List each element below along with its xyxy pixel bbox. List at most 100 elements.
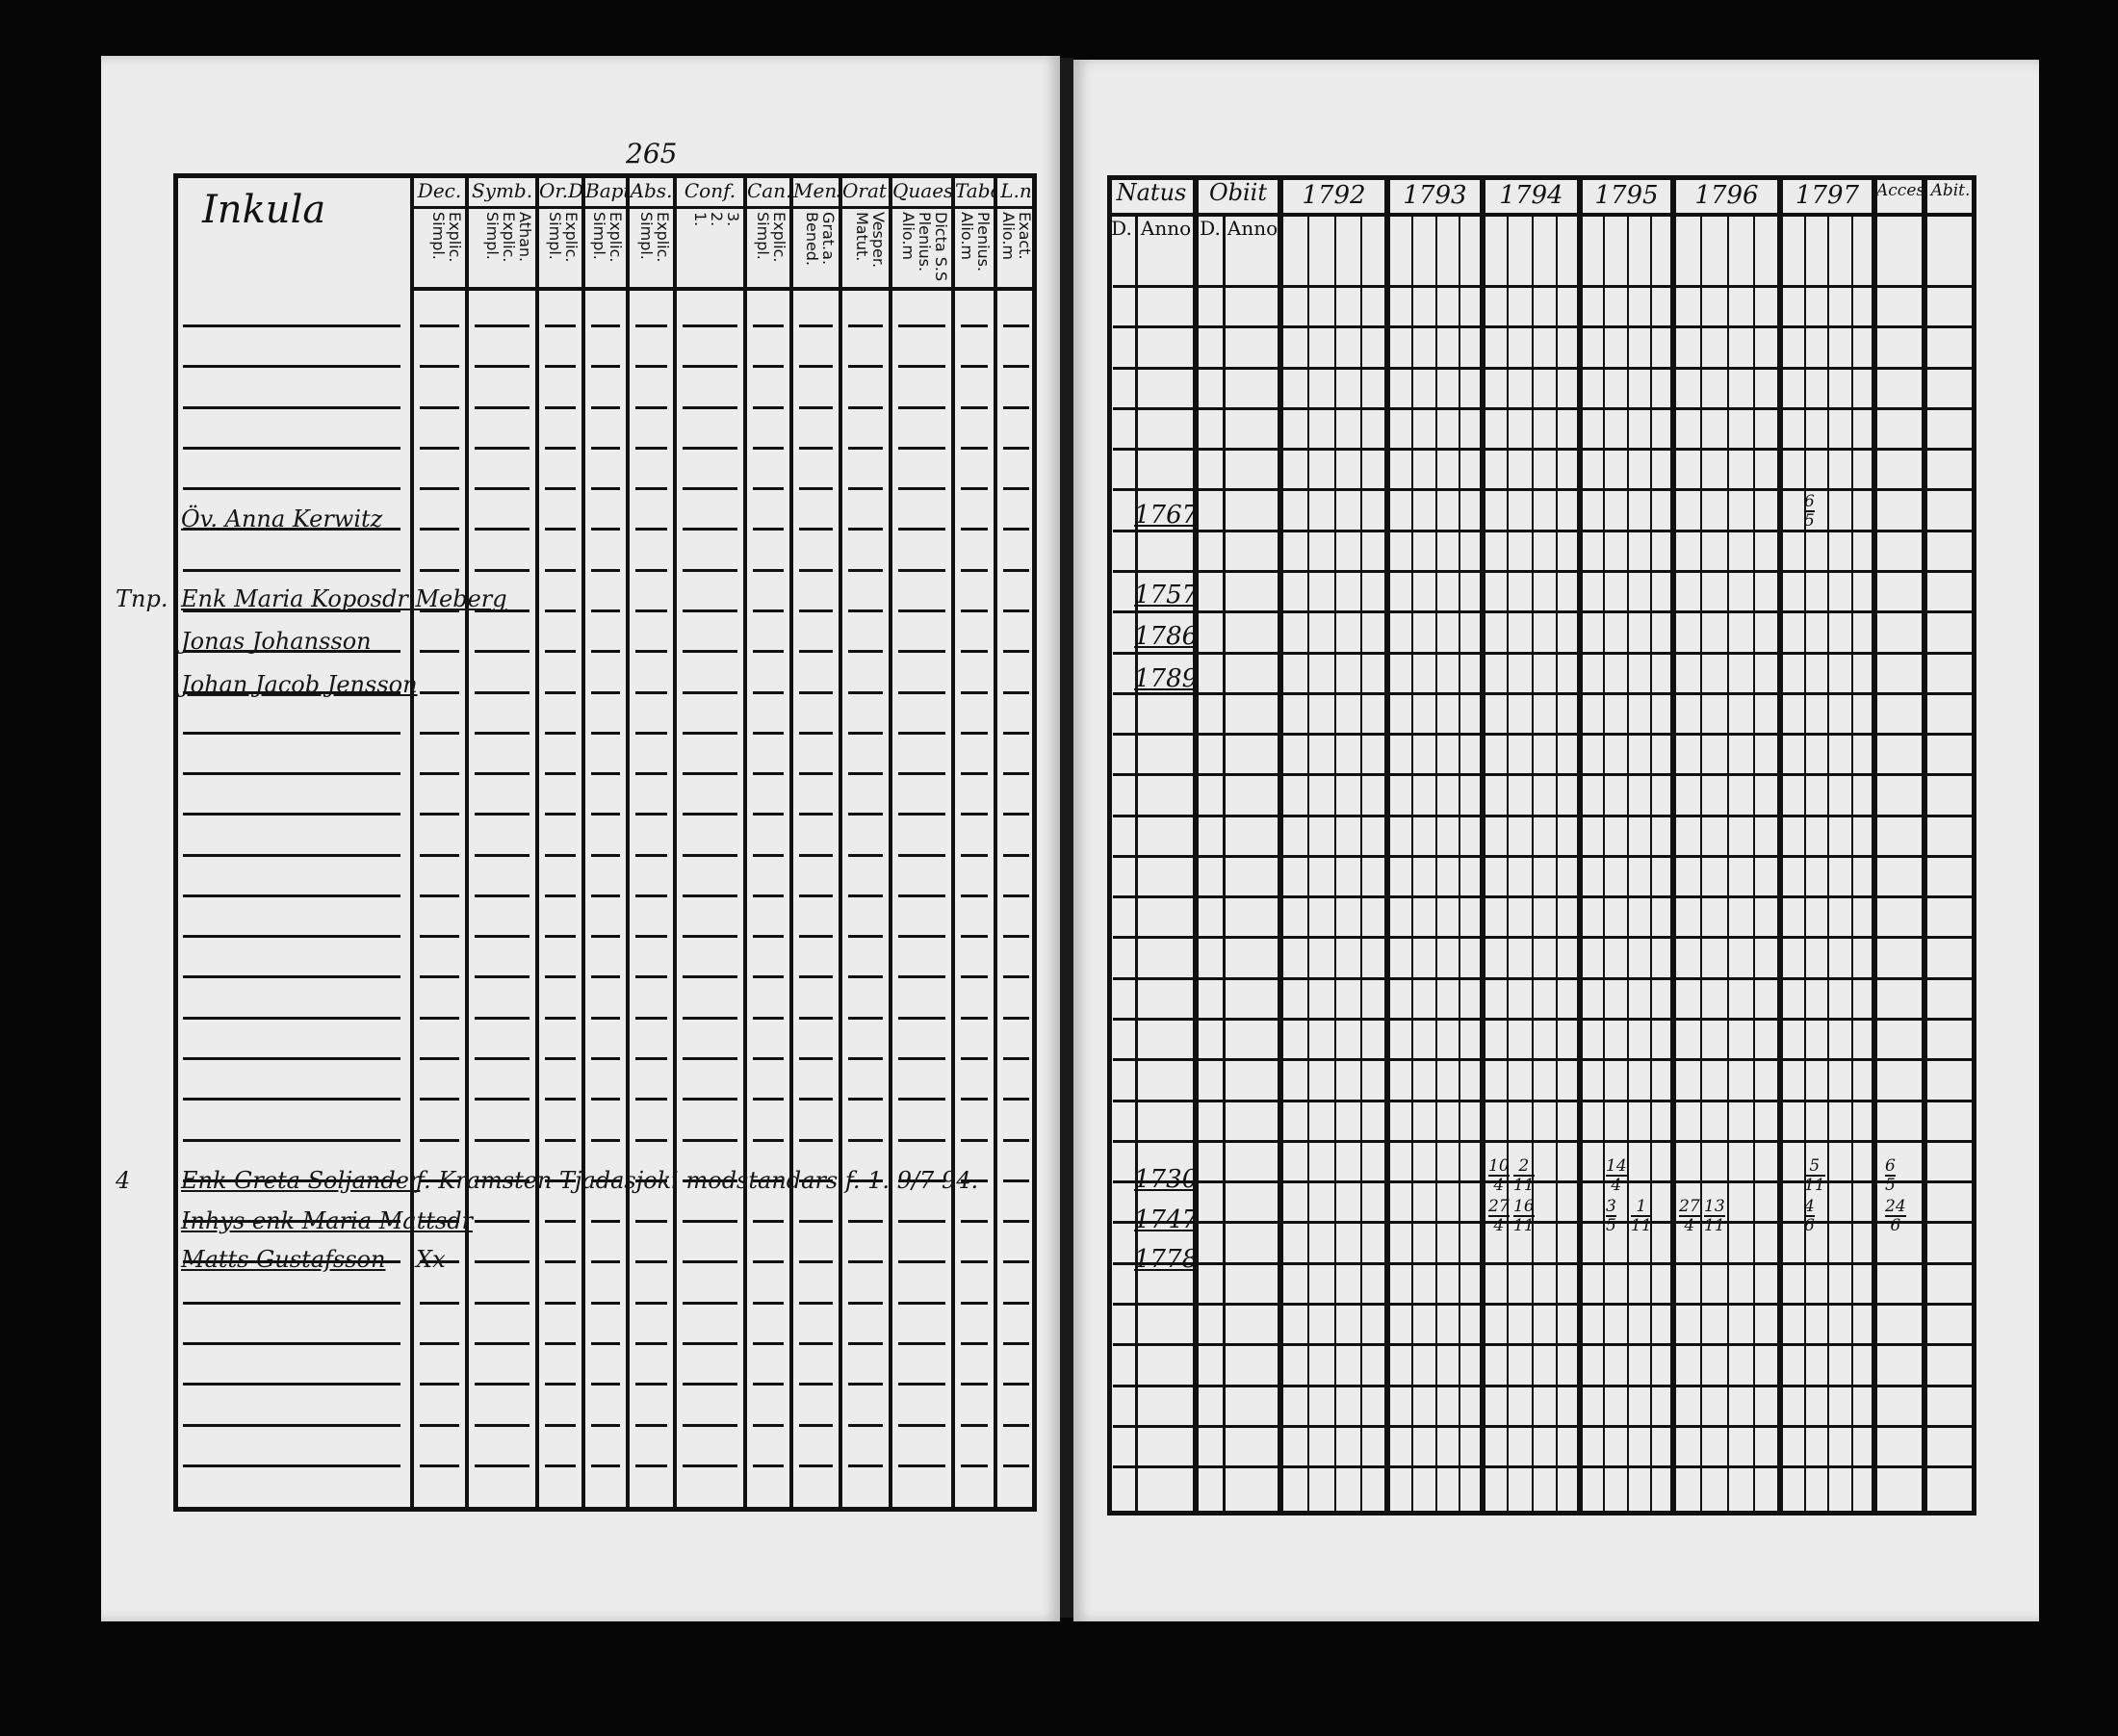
row-line <box>898 365 945 368</box>
row-line <box>1003 487 1029 490</box>
row-line <box>898 1302 945 1305</box>
row-line <box>545 1220 576 1223</box>
row-line <box>1113 285 1972 288</box>
row-line <box>635 1260 667 1263</box>
mark-denominator: 5 <box>1606 1216 1616 1235</box>
obiit-day-header: D. <box>1200 217 1221 240</box>
row-line <box>683 935 737 938</box>
row-line <box>591 1017 620 1020</box>
mark-denominator: 11 <box>1513 1176 1535 1195</box>
catechism-mark: 16 11 <box>1513 1198 1535 1234</box>
column-subheader: Athan. Explic. Simpl. <box>483 212 533 263</box>
row-line <box>1113 1221 1972 1224</box>
row-line <box>545 975 576 978</box>
row-line <box>475 365 530 368</box>
year-header: 1794 <box>1499 181 1563 210</box>
year-subcolumn-line <box>1827 213 1829 1516</box>
row-line <box>420 894 459 897</box>
row-line <box>848 1302 883 1305</box>
row-line <box>753 447 784 450</box>
row-line <box>545 1424 576 1427</box>
entry-name: Öv. Anna Kerwitz <box>181 505 383 532</box>
row-line <box>545 732 576 735</box>
row-line <box>183 1017 400 1020</box>
row-line <box>475 650 530 653</box>
row-line <box>635 528 667 531</box>
row-line <box>961 975 988 978</box>
year-subcolumn-line <box>1532 213 1534 1516</box>
column-subheader: Explic. Simpl. <box>590 212 624 263</box>
row-line <box>635 975 667 978</box>
row-line <box>591 1098 620 1101</box>
year-header: 1792 <box>1302 181 1366 210</box>
row-line <box>898 1464 945 1467</box>
row-line <box>183 772 400 775</box>
row-line <box>475 447 530 450</box>
row-line <box>961 732 988 735</box>
row-line <box>1113 1140 1972 1143</box>
birth-year: 1747 <box>1134 1205 1199 1234</box>
row-line <box>591 854 620 857</box>
row-line <box>475 975 530 978</box>
row-line <box>799 772 833 775</box>
row-line <box>475 1057 530 1060</box>
row-line <box>848 447 883 450</box>
row-line <box>1113 325 1972 328</box>
row-line <box>545 1139 576 1142</box>
row-line <box>591 691 620 694</box>
row-line <box>420 1057 459 1060</box>
birth-year: 1786 <box>1134 622 1199 651</box>
natus-year-header: Anno <box>1140 217 1192 240</box>
row-line <box>848 772 883 775</box>
column-divider <box>743 173 747 1512</box>
row-line <box>420 406 459 409</box>
catechism-mark: 24 6 <box>1885 1198 1906 1234</box>
row-line <box>591 528 620 531</box>
row-line <box>635 609 667 612</box>
row-line <box>753 1260 784 1263</box>
row-line <box>545 569 576 572</box>
row-line <box>848 1424 883 1427</box>
row-line <box>1003 650 1029 653</box>
row-line <box>898 935 945 938</box>
row-line <box>591 894 620 897</box>
row-line <box>420 528 459 531</box>
header-divider <box>412 287 1037 291</box>
birth-year: 1757 <box>1134 581 1199 609</box>
year-subcolumn-line <box>1753 213 1755 1516</box>
row-line <box>961 854 988 857</box>
row-line <box>475 406 530 409</box>
row-line <box>475 813 530 816</box>
row-line <box>1003 935 1029 938</box>
year-subcolumn-line <box>1804 213 1806 1516</box>
row-line <box>961 1139 988 1142</box>
mark-denominator: 11 <box>1704 1216 1725 1235</box>
row-line <box>635 1139 667 1142</box>
row-line <box>753 813 784 816</box>
birth-year: 1767 <box>1134 501 1199 530</box>
year-subcolumn-line <box>1307 213 1309 1516</box>
row-line <box>1003 1057 1029 1060</box>
row-line <box>848 1220 883 1223</box>
year-subcolumn-line <box>1360 213 1362 1516</box>
mark-denominator: 4 <box>1684 1216 1695 1235</box>
row-line <box>591 772 620 775</box>
row-line <box>545 609 576 612</box>
entry-name: Enk Greta Soljander <box>181 1167 421 1194</box>
row-line <box>753 975 784 978</box>
row-line <box>635 1302 667 1305</box>
catechism-mark: 14 4 <box>1606 1157 1627 1194</box>
row-line <box>848 975 883 978</box>
row-line <box>753 1220 784 1223</box>
column-divider <box>410 173 414 1512</box>
row-line <box>799 1139 833 1142</box>
row-line <box>753 772 784 775</box>
entry-name: Johan Jacob Jensson <box>181 671 418 698</box>
year-subcolumn-line <box>1411 213 1413 1516</box>
column-header: Quaest. <box>892 179 951 202</box>
row-line <box>1113 1465 1972 1468</box>
row-line <box>848 324 883 327</box>
row-line <box>753 1424 784 1427</box>
row-line <box>961 691 988 694</box>
row-line <box>1003 1139 1029 1142</box>
